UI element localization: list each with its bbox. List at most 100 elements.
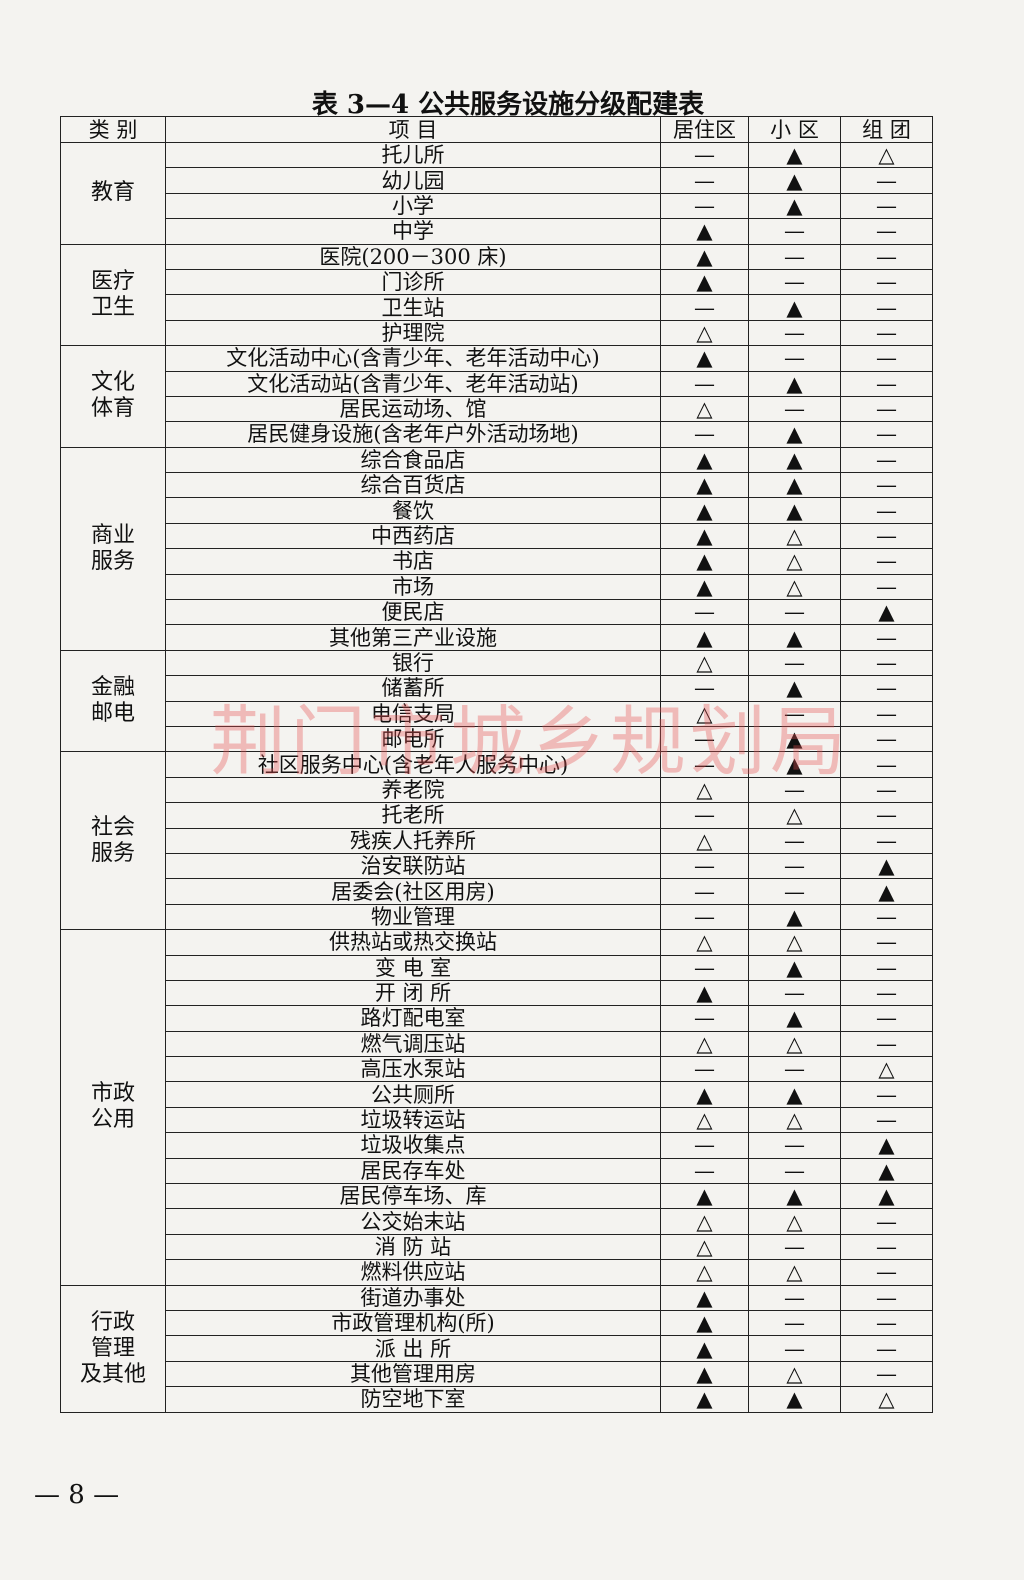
- level-cell: —: [660, 852, 749, 880]
- level-cell: ▲: [660, 522, 749, 550]
- table-row: 燃气调压站 △ △ —: [61, 1030, 933, 1058]
- item-cell: 居民停车场、库: [165, 1183, 661, 1210]
- level-cell: ▲: [748, 1081, 841, 1108]
- item-cell: 垃圾转运站: [165, 1106, 661, 1134]
- level-cell: —: [748, 649, 841, 677]
- level-cell: —: [840, 1106, 933, 1134]
- table-row: 市政管理机构(所) ▲ — —: [61, 1309, 933, 1337]
- level-cell: ▲: [660, 1309, 749, 1337]
- watermark: 荆门市城乡规划局: [210, 697, 850, 786]
- table-row: 变 电 室 — ▲ —: [61, 954, 933, 981]
- table-row: 社会 服务 社区服务中心(含老年人服务中心) — ▲ —: [60, 751, 933, 931]
- level-cell: —: [660, 954, 749, 981]
- item-cell: 卫生站: [165, 294, 661, 321]
- level-cell: ▲: [748, 294, 841, 321]
- level-cell: —: [840, 573, 933, 601]
- item-cell: 供热站或热交换站: [165, 929, 661, 956]
- level-cell: —: [840, 497, 933, 524]
- category-cell: 文化 体育: [60, 345, 166, 448]
- level-cell: △: [660, 1030, 749, 1058]
- level-cell: △: [660, 649, 749, 677]
- table-row: 居委会(社区用房) — — ▲: [61, 878, 933, 905]
- level-cell: —: [840, 522, 933, 550]
- category-cell: 教育: [60, 142, 166, 245]
- level-cell: —: [748, 827, 841, 854]
- level-cell: —: [748, 243, 841, 270]
- level-cell: —: [840, 954, 933, 981]
- level-cell: —: [840, 167, 933, 194]
- level-cell: ▲: [660, 979, 749, 1007]
- level-cell: —: [748, 1233, 841, 1261]
- item-cell: 公共厕所: [165, 1081, 661, 1108]
- level-cell: —: [748, 1335, 841, 1362]
- level-cell: △: [748, 1259, 841, 1286]
- level-cell: —: [660, 1056, 749, 1083]
- item-cell: 小学: [165, 192, 661, 220]
- level-cell: △: [660, 395, 749, 423]
- level-cell: —: [660, 192, 749, 220]
- level-cell: —: [660, 802, 749, 829]
- table-row: 教育 托儿所 — ▲ △: [60, 141, 933, 245]
- level-cell: —: [840, 649, 933, 677]
- item-cell: 残疾人托养所: [165, 827, 661, 854]
- level-cell: ▲: [660, 1183, 749, 1210]
- level-cell: —: [840, 243, 933, 270]
- level-cell: △: [840, 1386, 933, 1413]
- level-cell: —: [840, 751, 933, 778]
- level-cell: —: [748, 345, 841, 372]
- table-row: 其他管理用房 ▲ △ —: [61, 1360, 933, 1388]
- item-cell: 公交始末站: [165, 1208, 661, 1235]
- item-cell: 中学: [165, 218, 661, 245]
- item-cell: 综合食品店: [165, 446, 661, 474]
- table-row: 医疗 卫生 医院(200－300 床) ▲ — —: [60, 243, 933, 347]
- level-cell: ▲: [748, 751, 841, 778]
- level-cell: ▲: [660, 472, 749, 499]
- level-cell: —: [840, 268, 933, 296]
- level-cell: —: [840, 725, 933, 753]
- level-cell: —: [660, 370, 749, 397]
- level-cell: —: [840, 370, 933, 397]
- level-cell: ▲: [660, 573, 749, 601]
- level-cell: —: [748, 776, 841, 804]
- table-row: 开 闭 所 ▲ — —: [61, 979, 933, 1007]
- level-cell: ▲: [840, 1157, 933, 1185]
- level-cell: —: [660, 1005, 749, 1032]
- table-row: 托老所 — △ —: [61, 802, 933, 829]
- level-cell: —: [660, 1157, 749, 1185]
- level-cell: —: [840, 802, 933, 829]
- level-cell: ▲: [748, 1183, 841, 1210]
- level-cell: △: [748, 522, 841, 550]
- item-cell: 市场: [165, 573, 661, 601]
- item-cell: 居民存车处: [165, 1157, 661, 1185]
- column-header: 小 区: [748, 116, 841, 143]
- page-number: — 8 —: [34, 1480, 120, 1510]
- table-row: 治安联防站 — — ▲: [61, 852, 933, 880]
- table-row: 书店 ▲ △ —: [61, 548, 933, 575]
- level-cell: —: [748, 1309, 841, 1337]
- level-cell: —: [840, 1335, 933, 1362]
- level-cell: △: [748, 1208, 841, 1235]
- level-cell: ▲: [660, 268, 749, 296]
- item-cell: 书店: [165, 548, 661, 575]
- level-cell: —: [660, 167, 749, 194]
- item-cell: 开 闭 所: [165, 979, 661, 1007]
- level-cell: △: [748, 1360, 841, 1388]
- table-row: 中学 ▲ — —: [61, 218, 933, 245]
- level-cell: ▲: [660, 345, 749, 372]
- column-header: 项 目: [165, 116, 661, 143]
- level-cell: —: [660, 141, 749, 169]
- item-cell: 高压水泵站: [165, 1056, 661, 1083]
- table-row: 市政 公用 供热站或热交换站 △ △ —: [60, 929, 933, 1286]
- level-cell: ▲: [660, 497, 749, 524]
- level-cell: —: [840, 548, 933, 575]
- table-row: 邮电所 — ▲ —: [61, 725, 933, 753]
- level-cell: —: [748, 599, 841, 626]
- item-cell: 文化活动中心(含青少年、老年活动中心): [165, 345, 661, 372]
- item-cell: 居民健身设施(含老年户外活动场地): [165, 421, 661, 448]
- table-row: 防空地下室 ▲ ▲ △: [61, 1386, 933, 1413]
- level-cell: △: [748, 1030, 841, 1058]
- item-cell: 燃气调压站: [165, 1030, 661, 1058]
- level-cell: ▲: [748, 497, 841, 524]
- table-row: 公共厕所 ▲ ▲ —: [61, 1081, 933, 1108]
- item-cell: 托儿所: [165, 141, 661, 169]
